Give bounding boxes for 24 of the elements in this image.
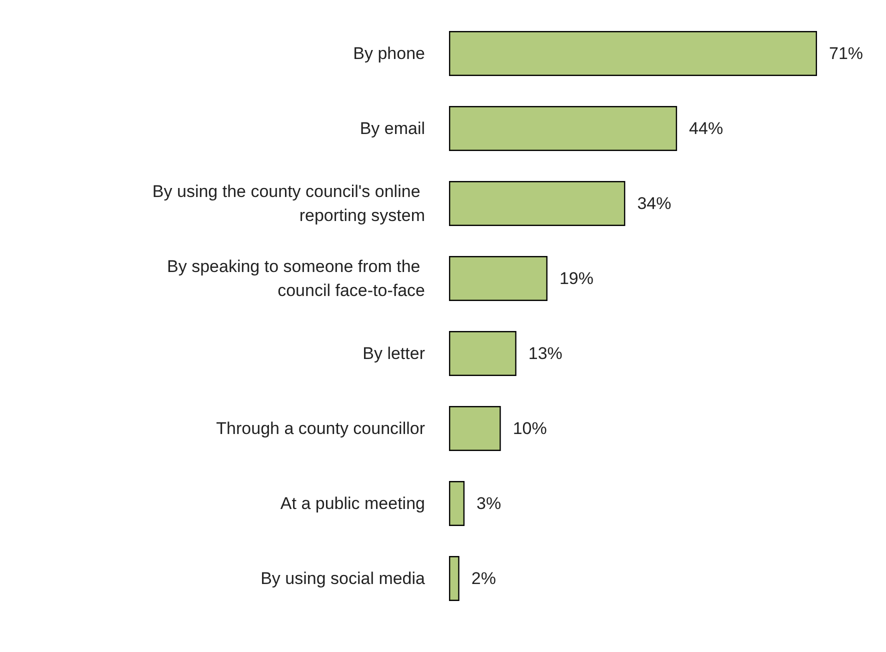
data-label: 13% <box>528 344 562 363</box>
data-label: 2% <box>471 569 496 588</box>
data-label: 10% <box>512 419 547 438</box>
data-label: 71% <box>829 44 864 63</box>
bar <box>449 481 465 526</box>
y-tick-label: Through a county councillor <box>216 419 426 438</box>
y-tick-label: By phone <box>353 44 425 63</box>
bar <box>449 556 460 601</box>
bar <box>449 256 548 301</box>
y-tick-label: By email <box>360 119 425 138</box>
y-tick-label: By using social media <box>260 569 426 588</box>
y-tick-label: By letter <box>362 344 426 363</box>
bar <box>449 181 626 226</box>
bar <box>449 106 678 151</box>
bar <box>449 331 516 376</box>
bar <box>449 31 817 76</box>
data-label: 3% <box>476 494 502 513</box>
y-tick-label: By using the county council's online reporting system <box>152 182 425 225</box>
data-label: 34% <box>637 194 672 213</box>
y-tick-label: By speaking to someone from the council face-to-face <box>167 257 425 300</box>
bar <box>449 406 501 451</box>
y-tick-label: At a public meeting <box>280 494 425 513</box>
data-label: 19% <box>559 269 594 288</box>
data-label: 44% <box>689 119 724 138</box>
